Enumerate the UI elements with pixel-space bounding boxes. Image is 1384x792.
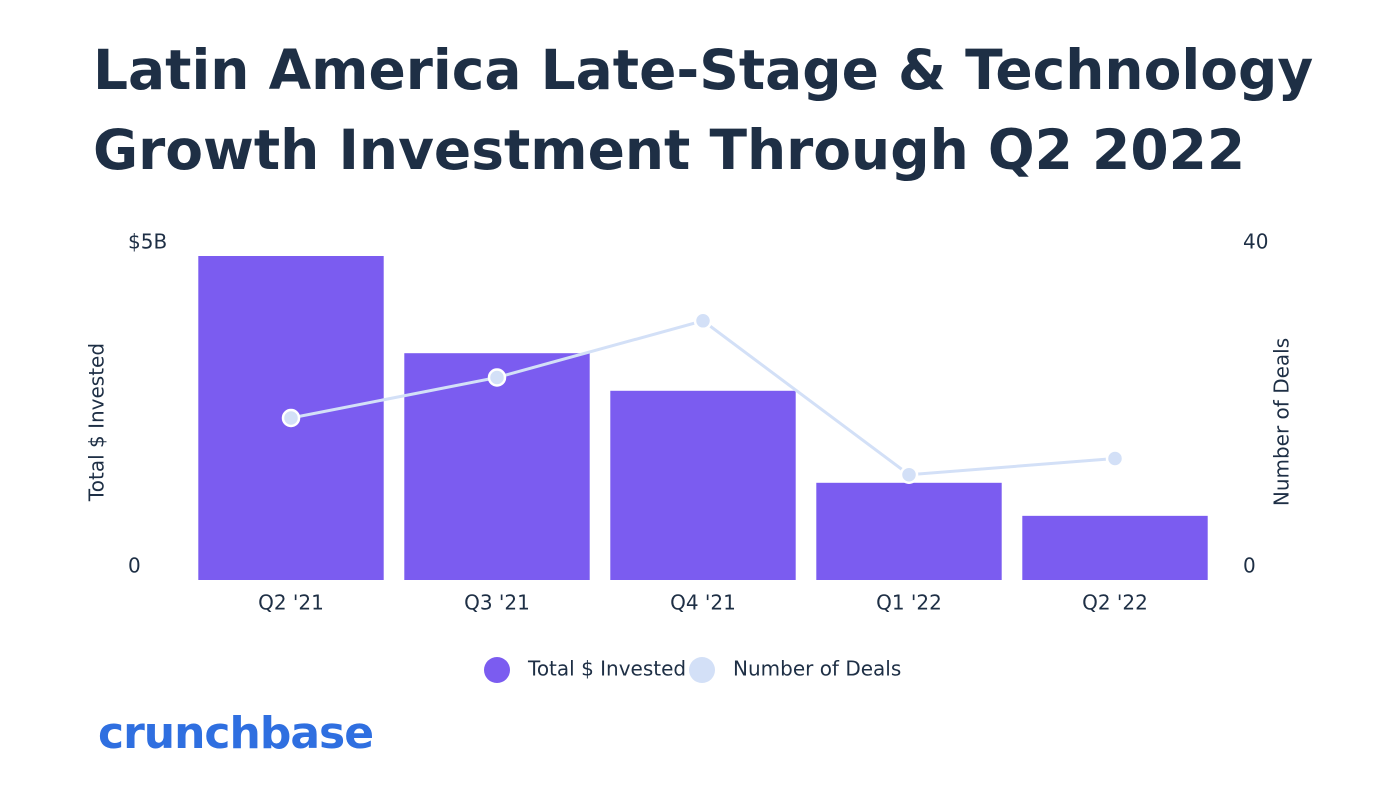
bar [1022,515,1208,580]
x-tick-label: Q3 '21 [464,591,530,615]
legend-swatch [689,657,715,683]
line-point [487,368,507,387]
line-point [899,465,919,484]
chart-title: Latin America Late-Stage & Technology Gr… [93,38,1314,182]
bar [816,482,1002,580]
line-point [1105,449,1125,468]
x-tick-label: Q2 '22 [1082,591,1148,615]
y-axis-label: Total $ Invested [85,343,109,502]
y-tick-label: $5B [128,230,167,254]
line-point [281,408,301,428]
x-tick-label: Q2 '21 [258,591,324,615]
y2-tick-label: 0 [1243,554,1256,578]
legend-label: Total $ Invested [527,657,686,681]
logo: crunchbase [98,708,374,759]
y-tick-label: 0 [128,554,141,578]
y2-tick-label: 40 [1243,230,1268,254]
x-tick-label: Q4 '21 [670,591,736,615]
bar [610,390,796,580]
bar [404,353,590,580]
y2-axis-label: Number of Deals [1270,338,1294,506]
legend-swatch [484,657,510,683]
x-tick-label: Q1 '22 [876,591,942,615]
line-point [693,311,713,331]
legend-label: Number of Deals [733,657,901,681]
